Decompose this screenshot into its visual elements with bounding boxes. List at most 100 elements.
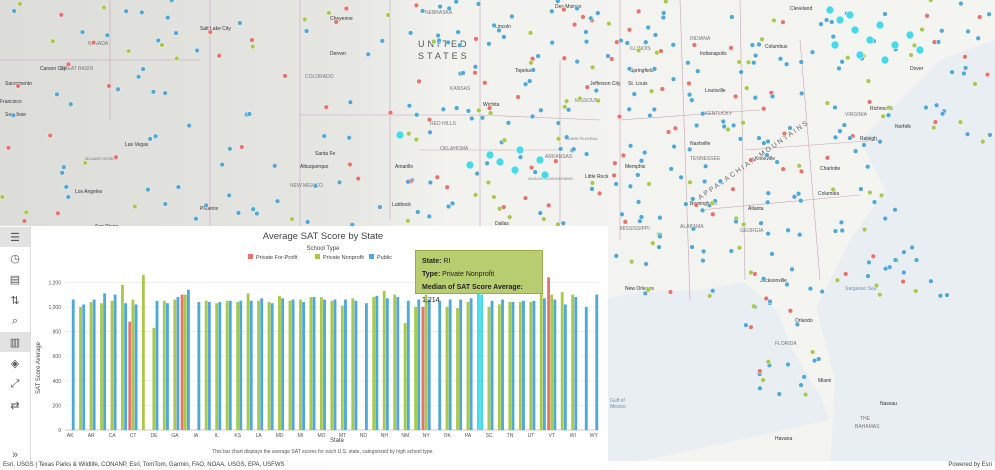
powered-by-esri[interactable]: Powered by Esri [948, 462, 992, 468]
school-point[interactable] [901, 249, 907, 255]
school-point[interactable] [272, 163, 278, 169]
bar[interactable] [571, 294, 575, 430]
school-point[interactable] [135, 74, 142, 80]
school-point[interactable] [748, 324, 754, 330]
school-point[interactable] [911, 42, 918, 49]
school-point[interactable] [216, 53, 222, 59]
bar[interactable] [246, 293, 250, 430]
bar[interactable] [595, 294, 599, 430]
school-cluster[interactable] [845, 10, 855, 20]
school-point[interactable] [939, 28, 945, 34]
bar[interactable] [539, 289, 543, 430]
school-point[interactable] [589, 64, 596, 71]
school-point[interactable] [795, 191, 802, 197]
bar[interactable] [288, 300, 292, 430]
school-point[interactable] [419, 8, 426, 14]
school-point[interactable] [725, 126, 731, 133]
school-point[interactable] [616, 113, 623, 120]
list-icon[interactable]: ☰ [0, 227, 30, 247]
school-point[interactable] [650, 240, 656, 246]
school-point[interactable] [701, 178, 708, 185]
school-point[interactable] [656, 244, 662, 250]
school-point[interactable] [695, 68, 701, 74]
school-point[interactable] [832, 134, 839, 141]
school-point[interactable] [744, 85, 750, 91]
school-point[interactable] [700, 257, 706, 264]
school-point[interactable] [239, 144, 245, 150]
school-point[interactable] [741, 221, 747, 228]
school-point[interactable] [583, 29, 589, 35]
school-point[interactable] [555, 136, 562, 142]
school-point[interactable] [606, 20, 612, 27]
school-cluster[interactable] [495, 157, 505, 167]
school-point[interactable] [561, 55, 567, 61]
school-point[interactable] [68, 101, 74, 107]
school-point[interactable] [736, 59, 742, 65]
school-point[interactable] [47, 132, 53, 139]
school-point[interactable] [113, 154, 119, 160]
school-cluster[interactable] [465, 160, 475, 170]
school-point[interactable] [733, 218, 739, 225]
school-point[interactable] [645, 287, 651, 293]
bar[interactable] [560, 292, 564, 430]
bar[interactable] [480, 294, 483, 430]
school-cluster[interactable] [915, 45, 925, 55]
school-point[interactable] [807, 286, 814, 292]
school-point[interactable] [583, 151, 590, 157]
school-point[interactable] [839, 59, 845, 65]
school-point[interactable] [651, 66, 658, 72]
school-point[interactable] [809, 49, 816, 55]
school-point[interactable] [710, 288, 716, 294]
school-point[interactable] [693, 122, 700, 129]
school-point[interactable] [347, 161, 353, 168]
school-point[interactable] [638, 158, 645, 164]
school-point[interactable] [845, 55, 851, 61]
school-point[interactable] [818, 21, 824, 27]
school-point[interactable] [642, 149, 648, 156]
school-point[interactable] [771, 17, 777, 24]
school-point[interactable] [407, 30, 414, 36]
school-point[interactable] [249, 37, 255, 43]
school-point[interactable] [751, 60, 757, 66]
school-point[interactable] [125, 48, 132, 54]
school-point[interactable] [962, 65, 969, 71]
school-point[interactable] [194, 47, 200, 54]
school-point[interactable] [289, 216, 295, 222]
bar[interactable] [501, 299, 504, 430]
school-point[interactable] [414, 112, 420, 118]
bar[interactable] [302, 302, 305, 430]
school-point[interactable] [892, 257, 899, 263]
school-point[interactable] [155, 37, 161, 44]
school-point[interactable] [626, 106, 632, 112]
school-point[interactable] [555, 120, 562, 126]
school-point[interactable] [254, 210, 260, 217]
bar[interactable] [396, 297, 400, 430]
school-point[interactable] [717, 178, 724, 184]
school-point[interactable] [629, 259, 635, 265]
bar[interactable] [128, 321, 132, 430]
school-cluster[interactable] [515, 145, 525, 155]
school-point[interactable] [923, 104, 929, 111]
school-point[interactable] [611, 172, 617, 179]
school-point[interactable] [246, 111, 253, 117]
school-point[interactable] [553, 158, 559, 164]
school-point[interactable] [958, 0, 964, 7]
school-point[interactable] [687, 179, 693, 185]
school-point[interactable] [852, 148, 859, 154]
school-point[interactable] [58, 12, 64, 18]
school-point[interactable] [473, 36, 479, 42]
school-point[interactable] [491, 194, 497, 200]
school-point[interactable] [758, 220, 764, 226]
school-point[interactable] [839, 227, 845, 234]
bar[interactable] [260, 298, 264, 430]
school-point[interactable] [643, 261, 649, 267]
school-point[interactable] [752, 95, 758, 101]
school-point[interactable] [729, 14, 735, 20]
school-point[interactable] [931, 39, 938, 45]
bar[interactable] [228, 300, 232, 430]
legend-entry[interactable]: Private For-Profit [256, 255, 298, 261]
school-point[interactable] [61, 164, 67, 170]
school-point[interactable] [413, 136, 419, 143]
bar[interactable] [403, 322, 407, 430]
school-point[interactable] [465, 108, 472, 114]
